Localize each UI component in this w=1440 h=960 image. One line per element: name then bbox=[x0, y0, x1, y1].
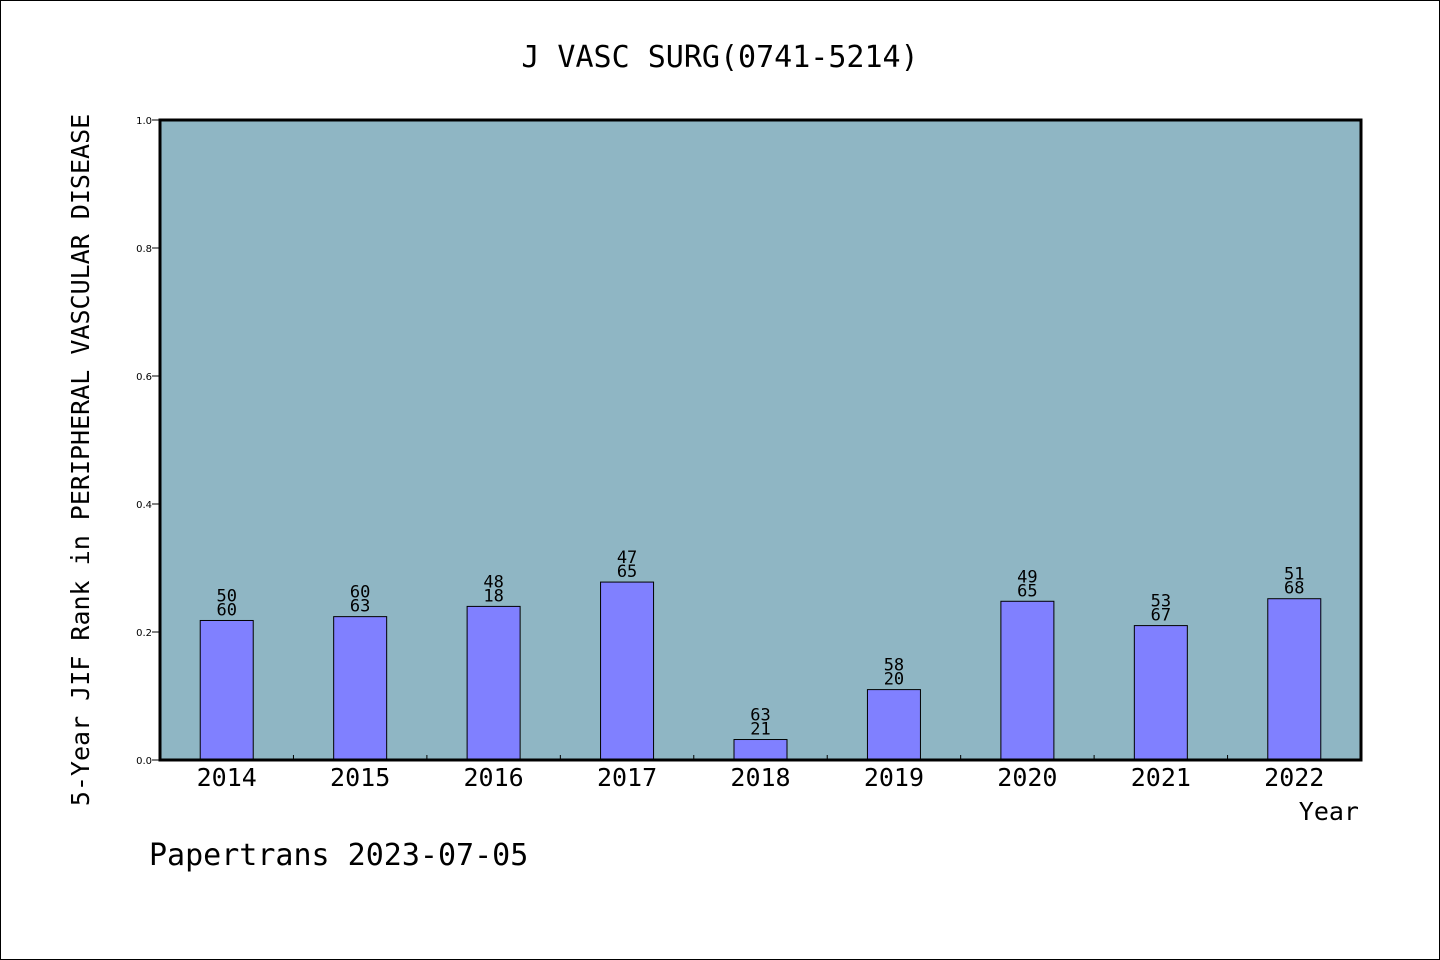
data-label-top: 47 bbox=[617, 548, 637, 568]
y-tick-label: 0.2 bbox=[136, 628, 152, 639]
bar-series bbox=[199, 581, 1322, 761]
data-label-bottom: 65 bbox=[617, 562, 637, 582]
bar-2022 bbox=[1267, 598, 1322, 761]
data-label-top: 63 bbox=[750, 706, 770, 726]
x-tick-label: 2015 bbox=[330, 763, 390, 792]
bar-2017 bbox=[600, 581, 655, 761]
footer-text: Papertrans 2023-07-05 bbox=[149, 838, 528, 873]
y-axis: 0.0 0.2 0.4 0.6 0.8 1.0 bbox=[136, 116, 160, 767]
y-tick-label: 0.0 bbox=[136, 756, 152, 767]
data-label-top: 51 bbox=[1284, 565, 1304, 585]
data-label-bottom: 65 bbox=[1017, 581, 1037, 601]
y-tick-label: 0.8 bbox=[136, 244, 152, 255]
y-tick-label: 0.4 bbox=[136, 500, 152, 511]
x-tick-label: 2019 bbox=[864, 763, 924, 792]
x-axis: 2014 2015 2016 2017 2018 2019 2020 2021 2022 bbox=[197, 755, 1324, 792]
data-label-top: 60 bbox=[350, 583, 370, 603]
y-axis-label: 5-Year JIF Rank in PERIPHERAL VASCULAR D… bbox=[66, 114, 95, 806]
data-label-bottom: 68 bbox=[1284, 579, 1304, 599]
x-axis-label: Year bbox=[1299, 797, 1359, 826]
data-label-bottom: 63 bbox=[350, 597, 370, 617]
bar-2014 bbox=[199, 619, 254, 761]
bar-2020 bbox=[1000, 600, 1055, 761]
data-label-top: 58 bbox=[884, 656, 904, 676]
data-label-bottom: 21 bbox=[750, 720, 770, 740]
data-label-bottom: 67 bbox=[1151, 606, 1171, 626]
x-tick-label: 2014 bbox=[197, 763, 257, 792]
data-label-top: 50 bbox=[216, 586, 236, 606]
bar-2021 bbox=[1133, 625, 1188, 761]
x-tick-label: 2020 bbox=[997, 763, 1057, 792]
bar-2018 bbox=[733, 739, 788, 761]
chart-title: J VASC SURG(0741-5214) bbox=[521, 40, 918, 75]
data-label-bottom: 20 bbox=[884, 670, 904, 690]
y-tick-label: 1.0 bbox=[136, 116, 152, 127]
data-label-bottom: 60 bbox=[216, 600, 236, 620]
data-label-top: 53 bbox=[1151, 592, 1171, 612]
plot-border bbox=[158, 118, 1363, 762]
x-tick-label: 2021 bbox=[1131, 763, 1191, 792]
x-tick-label: 2018 bbox=[730, 763, 790, 792]
bar-2019 bbox=[866, 689, 921, 761]
bar-2016 bbox=[466, 605, 521, 761]
x-tick-label: 2017 bbox=[597, 763, 657, 792]
y-tick-label: 0.6 bbox=[136, 372, 152, 383]
data-label-bottom: 18 bbox=[483, 586, 503, 606]
bar-2015 bbox=[333, 616, 388, 761]
data-label-top: 49 bbox=[1017, 567, 1037, 587]
data-label-top: 48 bbox=[483, 572, 503, 592]
x-tick-label: 2022 bbox=[1264, 763, 1324, 792]
x-tick-label: 2016 bbox=[464, 763, 524, 792]
